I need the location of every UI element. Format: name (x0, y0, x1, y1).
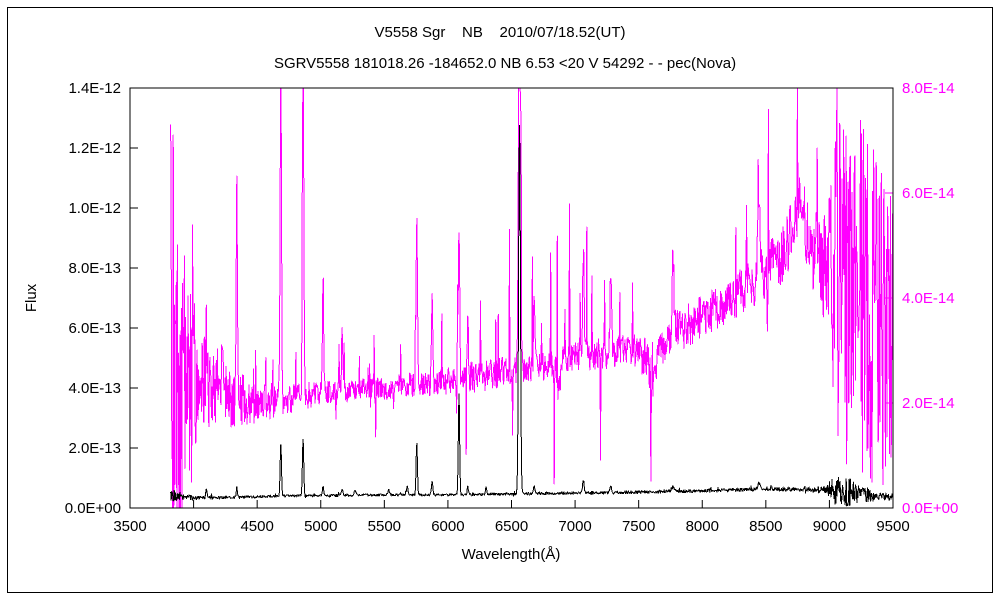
image-border (7, 7, 993, 593)
right-tick-label: 2.0E-14 (902, 395, 955, 412)
right-tick-label: 4.0E-14 (902, 290, 955, 307)
right-tick-label: 6.0E-14 (902, 185, 955, 202)
x-tick-label: 6500 (495, 518, 528, 535)
x-tick-label: 6000 (431, 518, 464, 535)
x-tick-label: 3500 (113, 518, 146, 535)
x-tick-label: 5000 (304, 518, 337, 535)
left-tick-label: 1.2E-12 (68, 140, 121, 157)
y-axis-label: Flux (23, 283, 40, 312)
left-tick-label: 6.0E-13 (68, 320, 121, 337)
left-tick-label: 4.0E-13 (68, 380, 121, 397)
x-tick-label: 8000 (686, 518, 719, 535)
x-tick-label: 7000 (558, 518, 591, 535)
plot-frame (129, 87, 894, 509)
left-tick-label: 8.0E-13 (68, 260, 121, 277)
left-tick-label: 1.4E-12 (68, 80, 121, 97)
x-tick-label: 4000 (177, 518, 210, 535)
chart-subtitle: SGRV5558 181018.26 -184652.0 NB 6.53 <20… (274, 55, 736, 72)
chart-title: V5558 Sgr NB 2010/07/18.52(UT) (375, 24, 626, 41)
spectrum-magenta-right-axis (170, 87, 894, 509)
right-tick-label: 8.0E-14 (902, 80, 955, 97)
x-tick-label: 8500 (749, 518, 782, 535)
plot-content: 3500 4000 4500 5000 5500 6000 6500 7000 7500 8000… (65, 80, 959, 535)
x-tick-label: 7500 (622, 518, 655, 535)
left-tick-label: 1.0E-12 (68, 200, 121, 217)
left-tick-label: 2.0E-13 (68, 440, 121, 457)
spectrum-black-left-axis (170, 124, 894, 507)
right-tick-label: 0.0E+00 (902, 500, 958, 517)
left-tick-label: 0.0E+00 (65, 500, 121, 517)
x-tick-label: 5500 (368, 518, 401, 535)
x-tick-label: 9500 (876, 518, 909, 535)
x-tick-label: 4500 (240, 518, 273, 535)
x-axis-label: Wavelength(Å) (462, 546, 561, 563)
x-tick-label: 9000 (813, 518, 846, 535)
